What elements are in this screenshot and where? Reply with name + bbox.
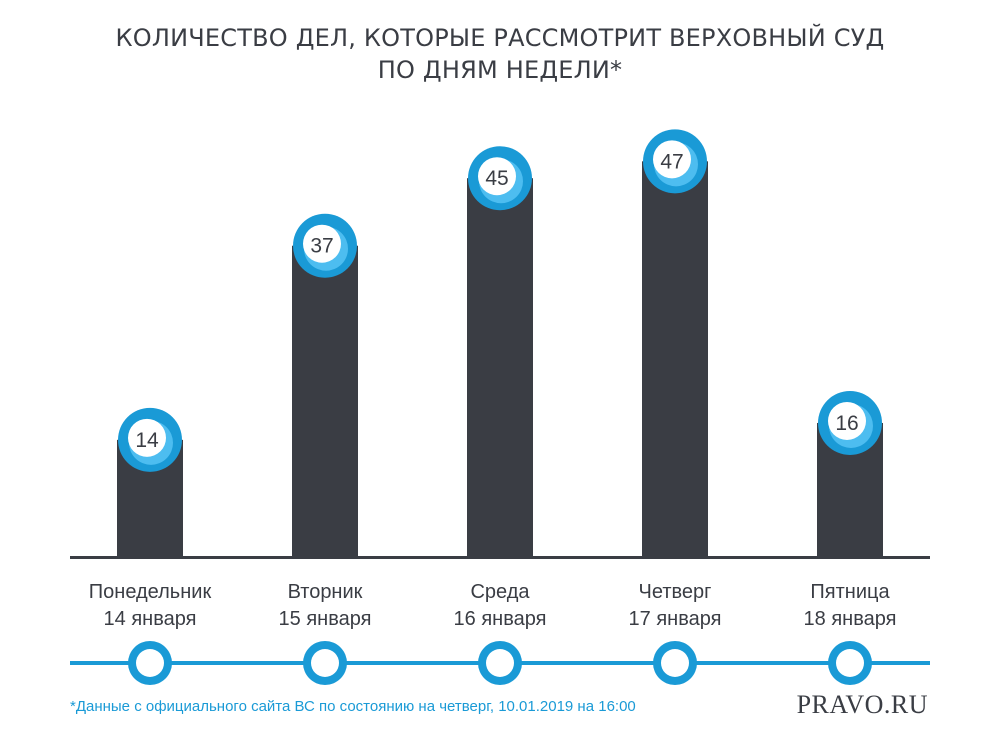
- value-marker-inner: [653, 140, 691, 179]
- value-marker-inner: [828, 401, 866, 440]
- x-tick-label: Среда: [470, 581, 530, 603]
- value-marker-inner: [303, 224, 341, 263]
- timeline-marker-inner: [486, 649, 514, 677]
- chart-title-line-1: КОЛИЧЕСТВО ДЕЛ, КОТОРЫЕ РАССМОТРИТ ВЕРХО…: [115, 24, 885, 52]
- chart-title: КОЛИЧЕСТВО ДЕЛ, КОТОРЫЕ РАССМОТРИТ ВЕРХО…: [0, 22, 1000, 86]
- x-tick-label: Пятница: [810, 581, 890, 603]
- timeline-marker-inner: [661, 649, 689, 677]
- pravo-logo: PRAVO.RU: [796, 690, 928, 719]
- x-tick-label: Вторник: [288, 581, 363, 603]
- footnote: *Данные с официального сайта ВС по состо…: [70, 698, 636, 715]
- data-label: 47: [660, 150, 683, 173]
- x-tick-label: 16 января: [454, 608, 547, 630]
- bar: [292, 245, 358, 556]
- data-label: 14: [135, 429, 159, 452]
- data-label: 16: [835, 412, 858, 435]
- x-tick-label: 14 января: [104, 608, 197, 630]
- x-tick-label: Четверг: [639, 581, 712, 603]
- x-tick-label: Понедельник: [89, 581, 212, 603]
- chart-title-line-2: ПО ДНЯМ НЕДЕЛИ*: [377, 56, 623, 84]
- x-tick-label: 15 января: [279, 608, 372, 630]
- x-axis-baseline: [70, 556, 930, 559]
- x-tick-label: 18 января: [804, 608, 897, 630]
- x-tick-label: 17 января: [629, 608, 722, 630]
- data-label: 37: [310, 235, 333, 258]
- timeline-marker-inner: [311, 649, 339, 677]
- bar: [642, 161, 708, 556]
- value-marker-inner: [478, 157, 516, 196]
- bar: [467, 178, 533, 556]
- timeline-marker-inner: [136, 649, 164, 677]
- data-label: 45: [485, 167, 508, 190]
- timeline-marker-inner: [836, 649, 864, 677]
- value-marker-inner: [128, 418, 166, 457]
